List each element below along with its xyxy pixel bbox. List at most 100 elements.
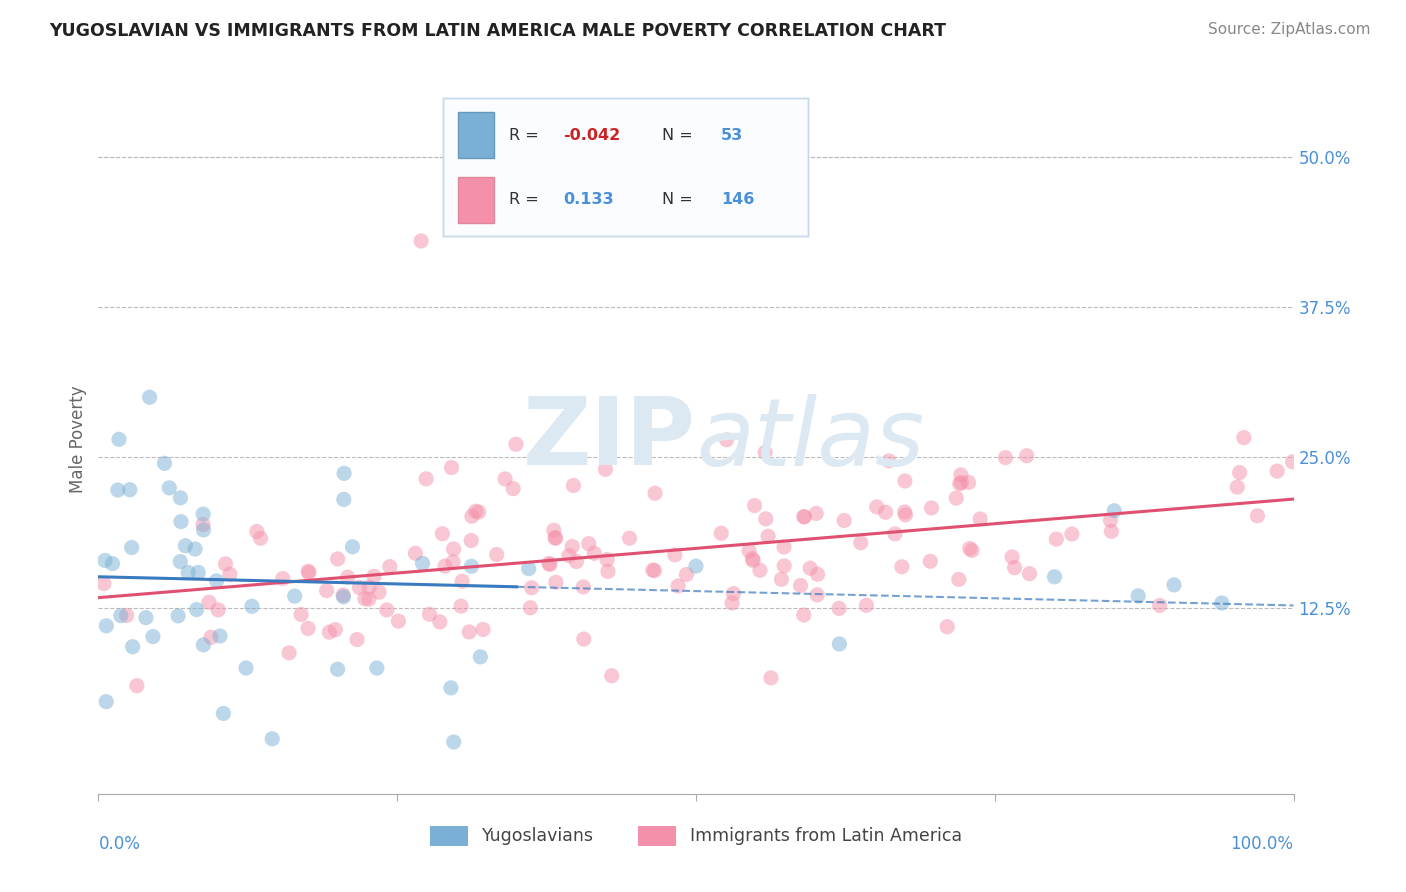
Point (666, 579, 689, 593)
Point (1233, 431, 1256, 445)
Point (460, 533, 482, 548)
Point (387, 614, 409, 628)
Point (464, 504, 486, 518)
Point (191, 507, 214, 521)
Point (828, 601, 851, 615)
Point (960, 543, 983, 558)
Point (619, 531, 641, 545)
Point (994, 450, 1017, 465)
Point (174, 539, 197, 553)
Point (558, 549, 581, 563)
Text: R =: R = (509, 128, 544, 143)
Point (363, 569, 385, 583)
Point (716, 433, 738, 447)
Point (186, 602, 208, 616)
Point (770, 572, 793, 586)
Point (789, 578, 811, 592)
Point (96, 619, 118, 633)
Point (167, 608, 190, 623)
Point (108, 433, 131, 447)
Point (368, 585, 391, 599)
Point (793, 510, 815, 524)
Point (959, 541, 981, 556)
Text: 0.0%: 0.0% (98, 835, 141, 853)
Point (505, 437, 527, 451)
Point (1226, 480, 1249, 494)
Point (596, 552, 619, 566)
Point (115, 608, 138, 623)
Point (187, 566, 209, 580)
Point (170, 515, 193, 529)
Point (205, 574, 228, 588)
Point (262, 731, 284, 746)
Point (756, 529, 779, 543)
Y-axis label: Male Poverty: Male Poverty (69, 385, 87, 493)
Point (96, 695, 118, 709)
Point (544, 531, 567, 545)
Point (544, 575, 567, 590)
Point (595, 462, 617, 476)
Point (208, 629, 231, 643)
Point (664, 548, 686, 562)
Point (433, 559, 456, 574)
Point (353, 591, 375, 606)
Point (450, 599, 472, 614)
Point (572, 580, 595, 594)
Bar (457, 177, 494, 222)
Legend: Yugoslavians, Immigrants from Latin America: Yugoslavians, Immigrants from Latin Amer… (423, 819, 969, 853)
Text: R =: R = (509, 192, 544, 207)
Point (877, 454, 900, 468)
Point (346, 632, 368, 647)
Point (284, 589, 307, 603)
Point (759, 671, 782, 685)
Point (326, 662, 349, 676)
Point (315, 583, 337, 598)
Point (153, 456, 176, 470)
Point (562, 478, 585, 492)
Point (200, 630, 222, 644)
Point (945, 491, 967, 505)
Point (1104, 504, 1126, 518)
Point (440, 460, 463, 475)
Point (249, 531, 271, 545)
Point (121, 640, 143, 654)
Point (318, 625, 340, 640)
Point (494, 472, 516, 486)
Point (949, 467, 972, 482)
Point (125, 679, 148, 693)
Point (773, 558, 796, 573)
Point (520, 581, 543, 595)
Text: N =: N = (662, 128, 699, 143)
Point (807, 567, 830, 582)
Point (333, 492, 356, 507)
Point (1043, 570, 1066, 584)
Point (169, 491, 191, 505)
Point (1099, 513, 1122, 527)
Point (93, 576, 115, 591)
Point (755, 512, 778, 526)
Point (1015, 449, 1038, 463)
Point (893, 505, 915, 519)
Text: atlas: atlas (696, 393, 924, 485)
Point (207, 603, 229, 617)
Point (332, 588, 354, 602)
Point (519, 600, 541, 615)
Text: -0.042: -0.042 (564, 128, 621, 143)
Point (921, 500, 943, 515)
Point (832, 514, 855, 528)
Point (193, 523, 215, 537)
Point (741, 551, 763, 566)
Point (135, 610, 157, 624)
Point (451, 574, 474, 589)
Point (94, 553, 117, 567)
Point (323, 623, 346, 637)
Point (543, 523, 565, 537)
Point (738, 544, 761, 558)
Point (218, 567, 240, 582)
Point (793, 509, 815, 524)
Point (806, 588, 828, 602)
Point (866, 500, 889, 514)
Point (110, 608, 132, 623)
Point (191, 517, 214, 532)
Point (517, 562, 540, 576)
